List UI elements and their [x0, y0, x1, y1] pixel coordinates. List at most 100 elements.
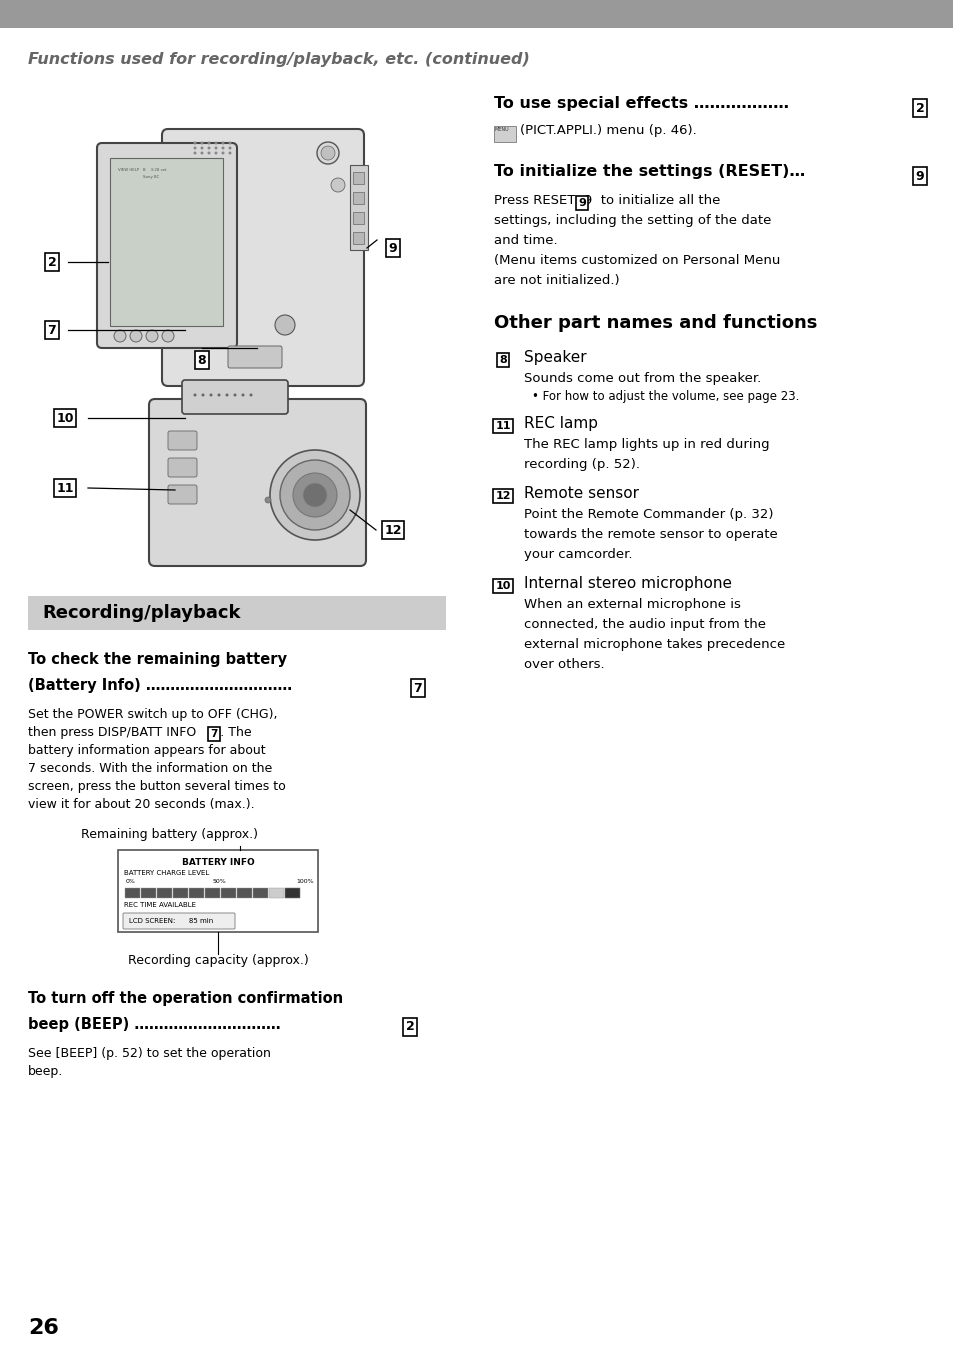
Circle shape — [233, 394, 236, 396]
Circle shape — [331, 178, 345, 191]
Text: 2: 2 — [405, 1020, 414, 1034]
Circle shape — [293, 474, 336, 517]
Bar — [285, 887, 299, 898]
Text: Remaining battery (approx.): Remaining battery (approx.) — [81, 828, 258, 841]
Text: To use special effects ………………: To use special effects ……………… — [494, 96, 788, 111]
FancyBboxPatch shape — [123, 913, 234, 930]
Text: battery information appears for about: battery information appears for about — [28, 744, 265, 757]
Text: (PICT.APPLI.) menu (p. 46).: (PICT.APPLI.) menu (p. 46). — [519, 123, 696, 137]
Text: REC TIME AVAILABLE: REC TIME AVAILABLE — [124, 902, 195, 908]
Circle shape — [270, 451, 359, 540]
Text: 7 seconds. With the information on the: 7 seconds. With the information on the — [28, 763, 272, 775]
Bar — [353, 191, 364, 204]
Text: VIEW HELP   B    3:28 set: VIEW HELP B 3:28 set — [118, 168, 167, 172]
Text: 7: 7 — [210, 729, 217, 740]
Circle shape — [225, 394, 229, 396]
FancyBboxPatch shape — [162, 129, 364, 385]
Text: 12: 12 — [495, 491, 510, 501]
Circle shape — [130, 330, 142, 342]
Circle shape — [113, 330, 126, 342]
Text: 100%: 100% — [295, 879, 314, 883]
Text: When an external microphone is: When an external microphone is — [523, 598, 740, 611]
Text: 50%: 50% — [213, 879, 227, 883]
Text: 12: 12 — [384, 524, 401, 536]
Circle shape — [316, 142, 338, 164]
Text: Speaker: Speaker — [523, 350, 586, 365]
Text: 0%: 0% — [126, 879, 135, 883]
Text: To initialize the settings (RESET)…: To initialize the settings (RESET)… — [494, 164, 804, 179]
Circle shape — [265, 497, 271, 503]
Circle shape — [221, 147, 224, 149]
Circle shape — [201, 394, 204, 396]
Bar — [269, 887, 284, 898]
FancyBboxPatch shape — [168, 459, 196, 478]
Text: Other part names and functions: Other part names and functions — [494, 313, 817, 332]
Text: connected, the audio input from the: connected, the audio input from the — [523, 617, 765, 631]
Bar — [353, 232, 364, 244]
Circle shape — [193, 147, 196, 149]
Text: Press RESET  9  to initialize all the: Press RESET 9 to initialize all the — [494, 194, 720, 208]
Bar — [157, 887, 172, 898]
Bar — [494, 126, 516, 142]
Circle shape — [162, 330, 173, 342]
Text: recording (p. 52).: recording (p. 52). — [523, 459, 639, 471]
Circle shape — [274, 315, 294, 335]
Text: (Battery Info) …………………………: (Battery Info) ………………………… — [28, 678, 292, 693]
Text: your camcorder.: your camcorder. — [523, 548, 632, 560]
Text: 26: 26 — [28, 1318, 59, 1338]
Bar — [141, 887, 156, 898]
Text: screen, press the button several times to: screen, press the button several times t… — [28, 780, 286, 792]
Circle shape — [193, 141, 196, 144]
Text: 9: 9 — [578, 198, 585, 208]
Text: 9: 9 — [388, 242, 396, 255]
Circle shape — [229, 147, 232, 149]
FancyBboxPatch shape — [168, 432, 196, 451]
Circle shape — [208, 147, 211, 149]
Bar — [205, 887, 220, 898]
Text: The REC lamp lights up in red during: The REC lamp lights up in red during — [523, 438, 769, 451]
Text: Remote sensor: Remote sensor — [523, 486, 639, 501]
Text: view it for about 20 seconds (max.).: view it for about 20 seconds (max.). — [28, 798, 254, 811]
Text: over others.: over others. — [523, 658, 604, 670]
Text: Functions used for recording/playback, etc. (continued): Functions used for recording/playback, e… — [28, 52, 529, 66]
Bar — [0, 0, 953, 28]
Text: Sony BC: Sony BC — [118, 175, 159, 179]
Circle shape — [193, 394, 196, 396]
Text: towards the remote sensor to operate: towards the remote sensor to operate — [523, 528, 777, 541]
Text: • For how to adjust the volume, see page 23.: • For how to adjust the volume, see page… — [532, 389, 799, 403]
Bar — [236, 887, 252, 898]
Circle shape — [200, 141, 203, 144]
Text: Internal stereo microphone: Internal stereo microphone — [523, 575, 731, 592]
Text: LCD SCREEN:      85 min: LCD SCREEN: 85 min — [129, 917, 213, 924]
Circle shape — [208, 141, 211, 144]
Bar — [253, 887, 268, 898]
Circle shape — [208, 152, 211, 155]
Text: 7: 7 — [414, 681, 422, 695]
Bar — [350, 166, 368, 250]
Text: 11: 11 — [495, 421, 510, 432]
Circle shape — [320, 147, 335, 160]
Text: then press DISP/BATT INFO   7 . The: then press DISP/BATT INFO 7 . The — [28, 726, 252, 740]
Circle shape — [193, 152, 196, 155]
Text: MENU: MENU — [495, 128, 509, 132]
Circle shape — [280, 460, 350, 531]
Text: beep.: beep. — [28, 1065, 63, 1077]
Circle shape — [303, 483, 327, 508]
FancyBboxPatch shape — [228, 346, 282, 368]
Circle shape — [229, 152, 232, 155]
Bar — [189, 887, 204, 898]
FancyBboxPatch shape — [168, 484, 196, 503]
Circle shape — [146, 330, 158, 342]
Text: Point the Remote Commander (p. 32): Point the Remote Commander (p. 32) — [523, 508, 773, 521]
Circle shape — [200, 152, 203, 155]
Bar — [125, 887, 140, 898]
Text: 10: 10 — [56, 411, 73, 425]
Bar — [221, 887, 235, 898]
Text: To turn off the operation confirmation: To turn off the operation confirmation — [28, 991, 343, 1006]
Circle shape — [210, 394, 213, 396]
Text: 8: 8 — [498, 356, 506, 365]
Text: settings, including the setting of the date: settings, including the setting of the d… — [494, 214, 771, 227]
Text: REC lamp: REC lamp — [523, 417, 598, 432]
Text: 11: 11 — [56, 482, 73, 494]
Text: (Menu items customized on Personal Menu: (Menu items customized on Personal Menu — [494, 254, 780, 267]
